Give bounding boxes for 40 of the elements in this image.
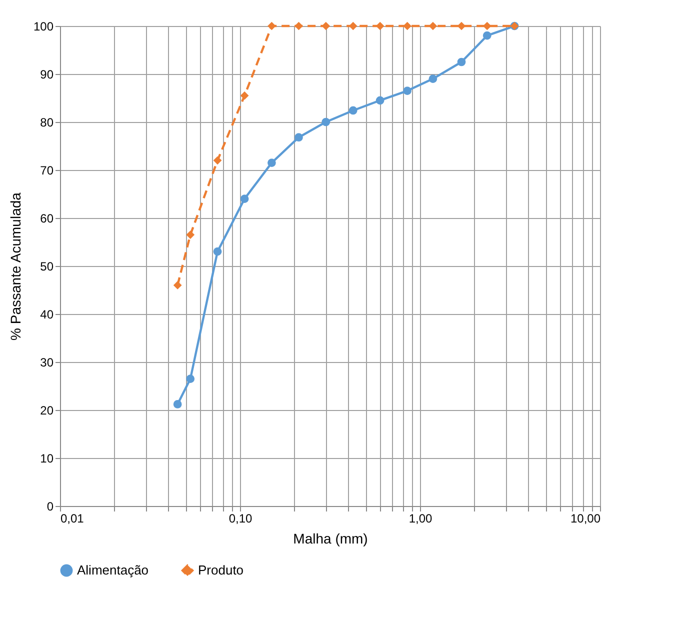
legend-label: Produto (198, 562, 244, 578)
y-tick-label: 90 (40, 68, 54, 82)
y-tick-label: 20 (40, 404, 54, 418)
x-tick-label: 1,00 (408, 512, 432, 526)
point (213, 156, 222, 165)
legend-label: Alimentação (77, 562, 149, 578)
point (294, 133, 303, 142)
point (240, 91, 249, 100)
point (294, 22, 303, 30)
point (403, 86, 412, 95)
x-tick-label: 0,01 (60, 512, 84, 526)
point (186, 374, 195, 383)
point (322, 118, 330, 126)
point (322, 22, 330, 30)
x-axis-title: Malha (mm) (293, 530, 368, 546)
y-tick-label: 100 (33, 20, 54, 34)
point (428, 74, 438, 83)
point (213, 247, 222, 256)
y-tick-label: 30 (40, 356, 54, 370)
y-tick-label: 40 (40, 308, 54, 322)
point (457, 58, 466, 66)
point (348, 106, 358, 115)
y-tick-label: 0 (46, 500, 54, 514)
point (240, 194, 249, 203)
point (268, 22, 276, 30)
point (428, 22, 438, 30)
y-tick-label: 50 (40, 260, 54, 274)
y-tick-label: 10 (40, 452, 54, 466)
y-tick-label: 60 (40, 212, 54, 226)
y-axis-title: % Passante Acumulada (7, 192, 24, 340)
y-tick-label: 70 (40, 164, 54, 178)
x-tick-label: 10,00 (570, 512, 601, 526)
x-tick-label: 0,10 (228, 512, 252, 526)
point (268, 158, 276, 167)
y-tick-label: 80 (40, 116, 54, 130)
point (376, 96, 384, 105)
point (186, 230, 195, 239)
point (482, 31, 492, 40)
point (403, 22, 412, 30)
point (457, 22, 466, 30)
